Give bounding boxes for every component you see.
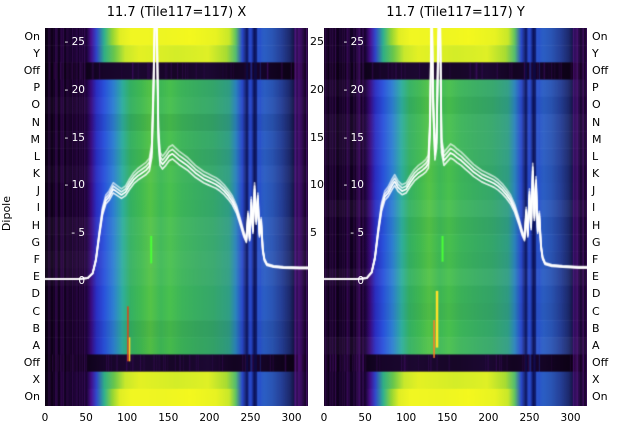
x-tick-label: 50 (79, 412, 93, 424)
x-tick-label: 100 (396, 412, 417, 424)
dipole-row-label-right: D (592, 287, 601, 301)
heatmap-canvas-y (324, 28, 587, 406)
panel-title-y: 11.7 (Tile117=117) Y (386, 5, 525, 20)
dipole-row-label-right: P (592, 81, 599, 95)
dipole-row-label-right: G (592, 235, 601, 249)
dipole-row-label-right: On (592, 390, 608, 404)
dipole-row-label-left: C (32, 304, 40, 318)
dipole-row-label-left: E (33, 270, 40, 284)
dipole-row-label-left: On (24, 29, 40, 43)
y-tick-label-inside: - 20 (64, 83, 86, 96)
right-axis-tick-label: 10 (310, 178, 324, 192)
dipole-row-label-left: D (31, 287, 40, 301)
dipole-row-label-left: N (31, 115, 40, 129)
x-tick-label: 150 (437, 412, 458, 424)
dipole-row-label-right: N (592, 115, 601, 129)
x-tick-label: 50 (358, 412, 372, 424)
right-axis-tick-label: 20 (310, 82, 324, 96)
y-tick-label-inside: - 5 (71, 227, 85, 240)
dipole-row-label-left: F (33, 252, 40, 266)
x-tick-label: 100 (117, 412, 138, 424)
dipole-row-label-right: O (592, 98, 601, 112)
y-tick-label-inside: - 15 (343, 131, 365, 144)
x-tick-label: 150 (158, 412, 179, 424)
dipole-row-label-right: Off (592, 63, 609, 77)
dipole-row-label-left: B (32, 321, 40, 335)
dipole-row-label-left: K (32, 167, 40, 181)
dipole-row-label-left: M (30, 132, 41, 146)
dipole-row-label-right: E (592, 270, 599, 284)
x-tick-label: 0 (320, 412, 328, 424)
x-tick-label: 250 (240, 412, 261, 424)
dipole-row-label-left: L (33, 149, 40, 163)
dipole-row-label-left: I (36, 201, 40, 215)
dipole-row-label-left: O (31, 98, 40, 112)
x-tick-label: 0 (41, 412, 49, 424)
dipole-row-label-left: On (24, 390, 40, 404)
y-tick-label-inside: - 20 (343, 83, 365, 96)
y-tick-label-inside: - 5 (350, 227, 364, 240)
y-tick-label-inside: - 15 (64, 131, 86, 144)
dipole-row-label-right: Off (592, 356, 609, 370)
dipole-row-label-left: J (36, 184, 40, 198)
y-tick-label-inside: - 25 (64, 36, 86, 48)
dipole-row-label-right: K (592, 167, 600, 181)
x-tick-label: 250 (519, 412, 540, 424)
dipole-row-label-right: C (592, 304, 600, 318)
dipole-row-label-left: H (31, 218, 40, 232)
dipole-row-label-left: Off (23, 356, 40, 370)
dipole-row-label-left: P (33, 81, 40, 95)
dipole-row-label-right: Y (592, 46, 599, 60)
y-tick-label-inside: 0 (78, 275, 85, 287)
x-tick-label: 300 (560, 412, 581, 424)
x-tick-label: 200 (478, 412, 499, 424)
dipole-row-label-right: M (592, 132, 602, 146)
dipole-row-label-right: J (592, 184, 596, 198)
y-tick-label-inside: - 10 (64, 179, 86, 192)
dipole-row-label-right: X (592, 373, 600, 387)
x-tick-label: 300 (281, 412, 302, 424)
dipole-row-label-left: G (31, 235, 40, 249)
dipole-row-label-right: F (592, 252, 599, 266)
y-tick-label-inside: 0 (357, 275, 364, 287)
panel-title-x: 11.7 (Tile117=117) X (106, 5, 247, 20)
dipole-row-label-right: I (592, 201, 596, 215)
right-axis-tick-label: 15 (310, 130, 324, 144)
dipole-row-label-right: On (592, 29, 608, 43)
right-axis-tick-label: 25 (310, 35, 324, 48)
dipole-row-label-left: Off (23, 63, 40, 77)
y-tick-label-inside: - 10 (343, 179, 365, 192)
dipole-row-label-right: L (592, 149, 599, 163)
y-tick-label-inside: - 25 (343, 36, 365, 48)
right-axis-tick-label: 5 (310, 226, 317, 240)
x-tick-label: 200 (199, 412, 220, 424)
dipole-row-label-left: X (32, 373, 40, 387)
dipole-row-label-right: H (592, 218, 601, 232)
dipole-row-label-left: A (32, 338, 40, 352)
dipole-row-label-right: A (592, 338, 600, 352)
dipole-row-label-right: B (592, 321, 600, 335)
dipole-row-label-left: Y (33, 46, 40, 60)
heatmap-canvas-x (45, 28, 308, 406)
